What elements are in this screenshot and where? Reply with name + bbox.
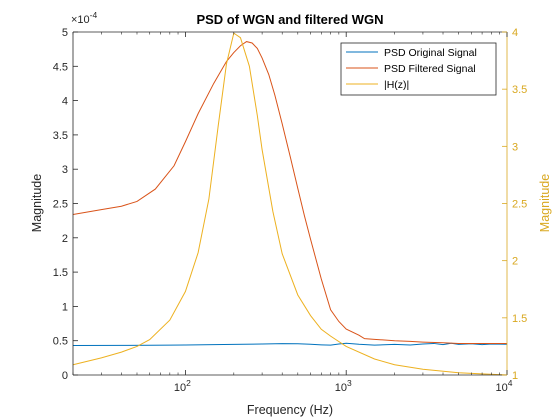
y-left-tick-label-0: 0 bbox=[62, 370, 68, 382]
y-left-tick-label-5: 2.5 bbox=[53, 199, 68, 211]
series-line-1 bbox=[72, 41, 507, 344]
y-right-tick-label-1: 1.5 bbox=[512, 313, 527, 325]
chart-title: PSD of WGN and filtered WGN bbox=[196, 12, 383, 27]
y-left-exponent-label: ×10 bbox=[71, 14, 90, 26]
legend-label-1: PSD Filtered Signal bbox=[384, 63, 476, 75]
y-right-tick-label-4: 3 bbox=[512, 141, 518, 153]
legend-label-2: |H(z)| bbox=[384, 79, 409, 91]
y-left-axis-label: Magnitude bbox=[30, 174, 44, 232]
x-tick-label-1: 103 bbox=[335, 378, 352, 394]
y-left-tick-label-3: 1.5 bbox=[53, 267, 68, 279]
y-left-tick-label-1: 0.5 bbox=[53, 336, 68, 348]
y-right-tick-label-2: 2 bbox=[512, 256, 518, 268]
y-left-tick-label-2: 1 bbox=[62, 301, 68, 313]
y-left-tick-label-8: 4 bbox=[62, 96, 68, 108]
svg-text:×10-4: ×10-4 bbox=[71, 10, 98, 26]
y-left-tick-label-4: 2 bbox=[62, 233, 68, 245]
series-line-2 bbox=[72, 32, 508, 376]
y-left-tick-label-10: 5 bbox=[62, 27, 68, 39]
legend: PSD Original Signal PSD Filtered Signal |H… bbox=[340, 42, 497, 96]
y-right-tick-label-0: 1 bbox=[512, 370, 518, 382]
y-right-tick-label-6: 4 bbox=[512, 27, 518, 39]
x-tick-label-2: 104 bbox=[496, 378, 513, 394]
y-right-tick-label-5: 3.5 bbox=[512, 84, 527, 96]
y-left-exponent-power: -4 bbox=[90, 10, 98, 20]
series-layer bbox=[72, 32, 508, 376]
y-left-tick-label-7: 3.5 bbox=[53, 130, 68, 142]
legend-label-0: PSD Original Signal bbox=[384, 47, 477, 59]
x-tick-label-0: 102 bbox=[174, 378, 191, 394]
ticks-layer: 102 103 104 0 0.5 1 1.5 2 2.5 3 3.5 4 4.5 5 1 1.5 2 2.5 3 3… bbox=[53, 27, 528, 394]
x-axis-label: Frequency (Hz) bbox=[247, 403, 333, 417]
y-left-exponent: ×10-4 bbox=[71, 10, 98, 26]
y-left-tick-label-9: 4.5 bbox=[53, 61, 68, 73]
y-right-tick-label-3: 2.5 bbox=[512, 199, 527, 211]
y-right-axis-label: Magnitude bbox=[538, 174, 552, 232]
y-left-tick-label-6: 3 bbox=[62, 164, 68, 176]
